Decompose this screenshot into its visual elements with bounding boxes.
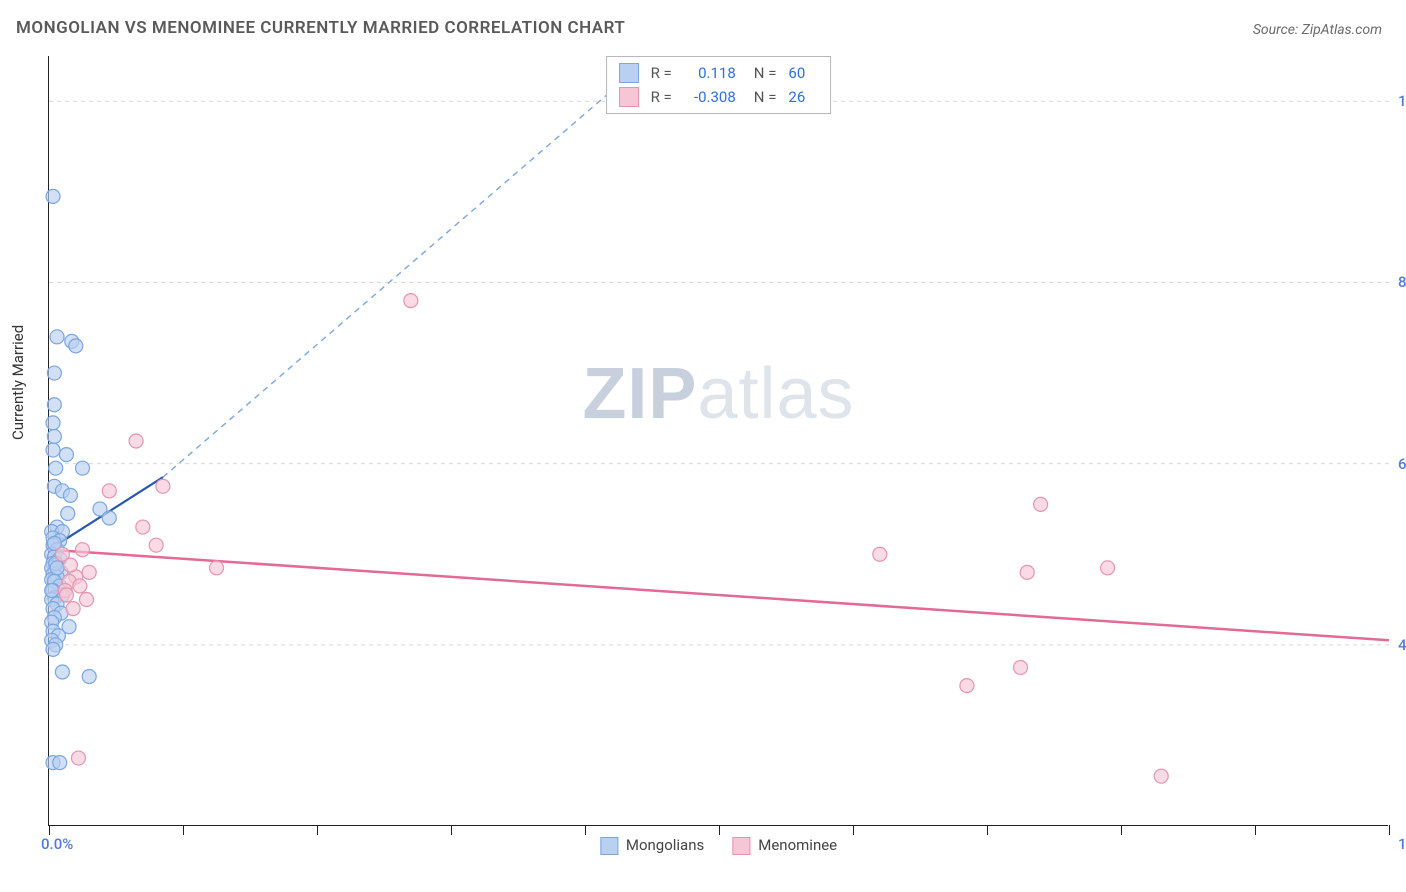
source-label: Source: ZipAtlas.com	[1253, 22, 1382, 38]
x-tick	[585, 825, 586, 835]
chart-title: MONGOLIAN VS MENOMINEE CURRENTLY MARRIED…	[16, 18, 625, 38]
legend-swatch	[732, 837, 750, 855]
legend-swatch	[619, 63, 639, 83]
legend-swatch	[619, 87, 639, 107]
x-tick	[719, 825, 720, 835]
x-tick	[987, 825, 988, 835]
correlation-row: R =-0.308N =26	[619, 85, 819, 109]
x-tick	[853, 825, 854, 835]
y-tick-label: 40.0%	[1398, 636, 1406, 654]
correlation-row: R =0.118N =60	[619, 61, 819, 85]
x-tick	[317, 825, 318, 835]
scatter-plot: ZIPatlas R =0.118N =60R =-0.308N =26 Mon…	[48, 56, 1388, 826]
y-tick-label: 60.0%	[1398, 455, 1406, 473]
legend-item: Menominee	[732, 836, 837, 855]
x-tick	[183, 825, 184, 835]
legend-item: Mongolians	[600, 836, 704, 855]
y-tick-label: 100.0%	[1398, 92, 1406, 110]
x-min-label: 0.0%	[41, 835, 73, 853]
x-tick	[451, 825, 452, 835]
x-tick	[49, 825, 50, 835]
correlation-legend: R =0.118N =60R =-0.308N =26	[606, 56, 832, 114]
y-axis-label: Currently Married	[9, 325, 27, 440]
x-tick	[1255, 825, 1256, 835]
y-tick-label: 80.0%	[1398, 273, 1406, 291]
legend-swatch	[600, 837, 618, 855]
x-tick	[1121, 825, 1122, 835]
x-tick	[1389, 825, 1390, 835]
x-max-label: 100.0%	[1398, 835, 1406, 853]
legend-bottom: Mongolians Menominee	[600, 836, 837, 855]
